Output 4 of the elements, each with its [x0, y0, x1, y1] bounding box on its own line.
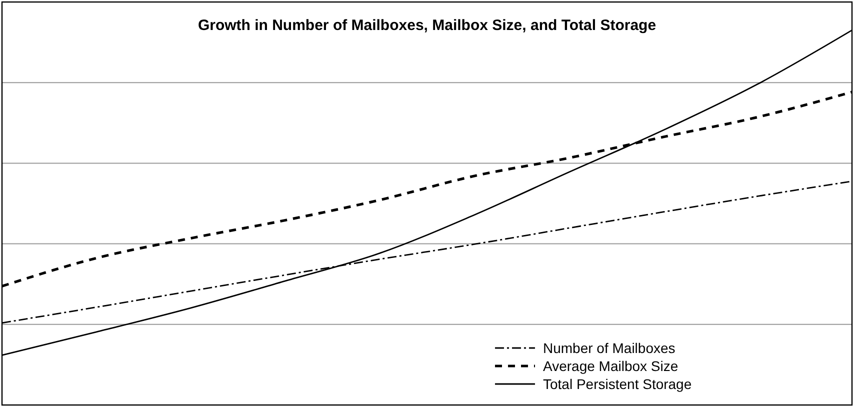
legend-label: Average Mailbox Size [543, 358, 678, 374]
legend-label: Total Persistent Storage [543, 376, 692, 392]
legend-label: Number of Mailboxes [543, 340, 676, 356]
chart-title: Growth in Number of Mailboxes, Mailbox Size, and Total Storage [198, 17, 656, 34]
